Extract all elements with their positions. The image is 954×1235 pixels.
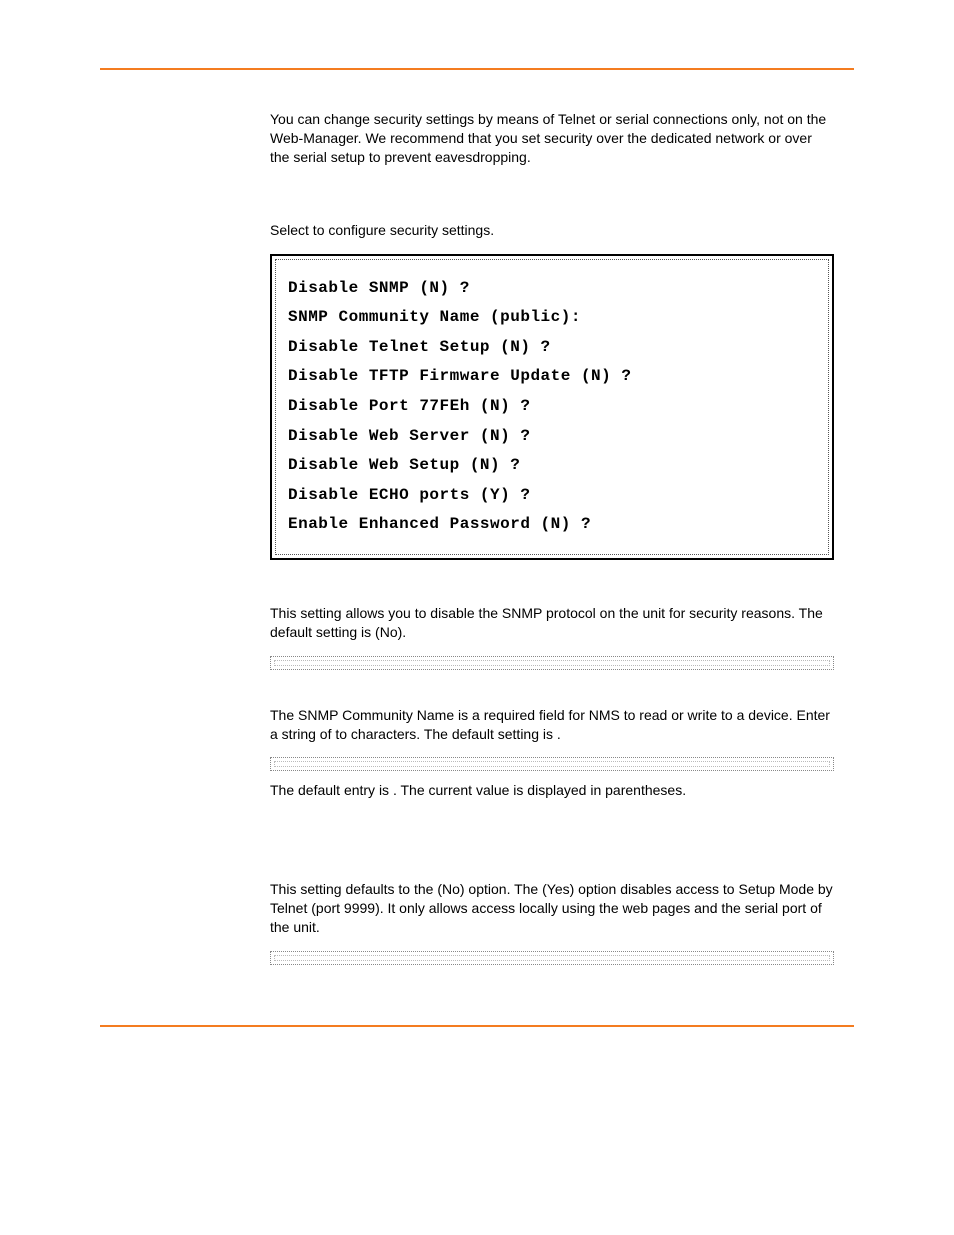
snmp-disable-paragraph: This setting allows you to disable the S… — [270, 604, 834, 642]
prompt-box-snmp-disable — [270, 656, 834, 670]
intro-paragraph: You can change security settings by mean… — [270, 110, 834, 167]
prompt-box-telnet-setup — [270, 951, 834, 965]
prompt-inner — [274, 955, 830, 961]
header-rule — [100, 40, 854, 70]
document-page: You can change security settings by mean… — [0, 0, 954, 1105]
terminal-screenshot: Disable SNMP (N) ? SNMP Community Name (… — [270, 254, 834, 560]
snmp-community-paragraph-1: The SNMP Community Name is a required fi… — [270, 706, 834, 744]
prompt-inner — [274, 660, 830, 666]
prompt-box-snmp-community — [270, 757, 834, 771]
page-content: You can change security settings by mean… — [270, 110, 834, 965]
snmp-community-paragraph-2: The default entry is . The current value… — [270, 781, 834, 800]
footer-rule — [100, 1025, 854, 1045]
prompt-inner — [274, 761, 830, 767]
terminal-text: Disable SNMP (N) ? SNMP Community Name (… — [275, 259, 829, 555]
select-line: Select to configure security settings. — [270, 221, 834, 240]
telnet-setup-paragraph: This setting defaults to the (No) option… — [270, 880, 834, 937]
